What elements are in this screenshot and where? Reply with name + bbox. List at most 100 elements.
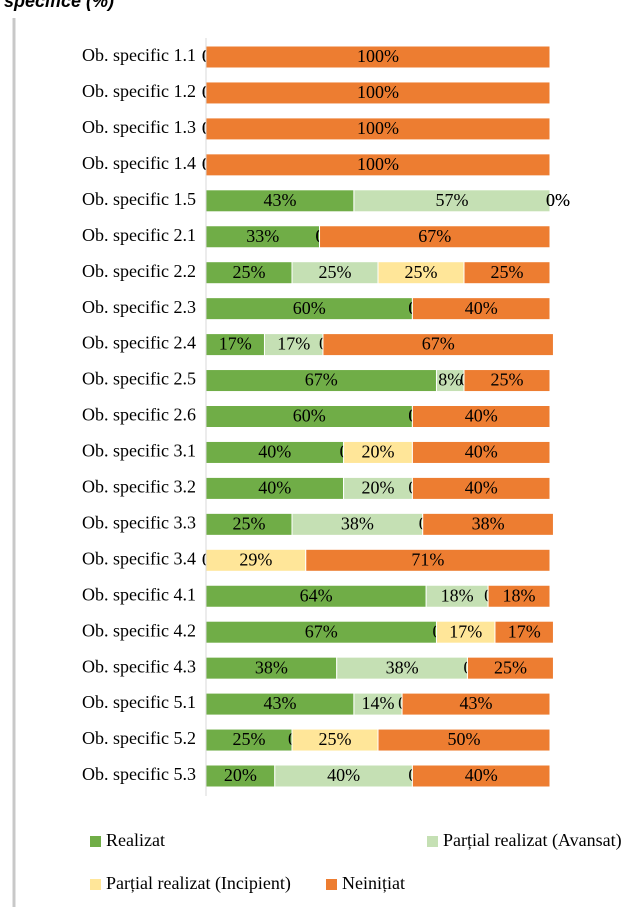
chart-title: specifice (%) <box>4 0 114 11</box>
data-label: 25% <box>233 513 266 533</box>
category-label: Ob. specific 4.3 <box>82 656 196 676</box>
category-label: Ob. specific 3.2 <box>82 477 196 497</box>
data-label: 17% <box>219 334 252 354</box>
data-label: 38% <box>472 513 505 533</box>
data-label: 40% <box>465 406 498 426</box>
bar-segment <box>463 261 551 285</box>
bar-segment <box>463 369 551 393</box>
category-label: Ob. specific 4.1 <box>82 584 196 604</box>
bar-segment <box>411 440 551 464</box>
category-label: Ob. specific 1.4 <box>82 153 196 173</box>
bar-segment <box>411 476 551 500</box>
data-label: 67% <box>305 621 338 641</box>
legend-swatch <box>90 879 101 890</box>
category-label: Ob. specific 2.1 <box>82 225 196 245</box>
bar-segment <box>319 225 551 249</box>
data-label: 60% <box>293 406 326 426</box>
data-label: 20% <box>362 442 395 462</box>
category-label: Ob. specific 3.4 <box>82 548 196 568</box>
category-label: Ob. specific 1.2 <box>82 81 196 101</box>
data-label: 100% <box>357 82 399 102</box>
legend-label: Neinițiat <box>342 873 405 893</box>
data-label: 67% <box>422 334 455 354</box>
bar-segment <box>411 297 551 321</box>
data-label: 8% <box>438 370 462 390</box>
legend-swatch <box>427 836 438 847</box>
data-label: 25% <box>405 262 438 282</box>
bar-segment <box>411 405 551 428</box>
data-label: 38% <box>341 513 374 533</box>
category-label: Ob. specific 2.6 <box>82 405 196 425</box>
data-label: 43% <box>263 190 296 210</box>
data-label: 17% <box>277 334 310 354</box>
category-label: Ob. specific 2.4 <box>82 333 196 353</box>
data-label: 43% <box>263 693 296 713</box>
bar-segment <box>494 620 554 644</box>
data-label: 40% <box>465 765 498 785</box>
data-label: 0% <box>546 190 570 210</box>
bar-segment <box>422 512 554 536</box>
data-label: 25% <box>491 262 524 282</box>
category-label: Ob. specific 5.1 <box>82 692 196 712</box>
data-label: 18% <box>441 585 474 605</box>
category-label: Ob. specific 5.2 <box>82 728 196 748</box>
bar-segment <box>487 584 551 608</box>
data-label: 25% <box>494 657 527 677</box>
data-label: 38% <box>255 657 288 677</box>
data-label: 100% <box>357 46 399 66</box>
category-label: Ob. specific 2.3 <box>82 297 196 317</box>
category-label: Ob. specific 1.5 <box>82 189 196 209</box>
data-label: 17% <box>508 621 541 641</box>
data-label: 33% <box>246 226 279 246</box>
data-label: 25% <box>233 262 266 282</box>
category-label: Ob. specific 1.1 <box>82 45 196 65</box>
legend-label: Parțial realizat (Incipient) <box>106 873 291 894</box>
category-label: Ob. specific 1.3 <box>82 117 196 137</box>
data-label: 100% <box>357 118 399 138</box>
data-label: 40% <box>465 442 498 462</box>
category-label: Ob. specific 4.2 <box>82 620 196 640</box>
data-label: 14% <box>362 693 395 713</box>
category-label: Ob. specific 2.5 <box>82 369 196 389</box>
data-label: 67% <box>305 370 338 390</box>
bar-segment <box>305 548 551 572</box>
data-label: 20% <box>224 765 257 785</box>
data-label: 40% <box>258 442 291 462</box>
bar-segment <box>322 333 554 357</box>
bar-segment <box>377 728 551 752</box>
data-label: 64% <box>300 585 333 605</box>
bar-segment <box>466 656 554 680</box>
data-label: 40% <box>258 478 291 498</box>
category-label: Ob. specific 5.3 <box>82 764 196 784</box>
category-label: Ob. specific 2.2 <box>82 261 196 281</box>
legend-swatch <box>326 879 337 890</box>
bar-segment <box>411 764 551 788</box>
category-label: Ob. specific 3.1 <box>82 441 196 461</box>
data-label: 71% <box>411 549 444 569</box>
data-label: 0% <box>546 190 570 210</box>
data-label: 50% <box>448 729 481 749</box>
data-label: 60% <box>293 298 326 318</box>
data-label: 29% <box>239 549 272 569</box>
category-label: Ob. specific 3.3 <box>82 512 196 532</box>
data-label: 40% <box>465 298 498 318</box>
legend-label: Realizat <box>106 830 165 850</box>
data-label: 40% <box>465 478 498 498</box>
data-label: 38% <box>386 657 419 677</box>
bar-segment <box>401 692 551 716</box>
data-label: 20% <box>362 478 395 498</box>
legend-label: Parțial realizat (Avansat) <box>443 830 622 851</box>
data-label: 18% <box>503 585 536 605</box>
data-label: 43% <box>460 693 493 713</box>
data-label: 67% <box>418 226 451 246</box>
data-label: 17% <box>449 621 482 641</box>
data-label: 57% <box>435 190 468 210</box>
data-label: 100% <box>357 154 399 174</box>
data-label: 25% <box>491 370 524 390</box>
data-label: 25% <box>233 729 266 749</box>
bar-segment <box>353 189 551 213</box>
data-label: 25% <box>319 262 352 282</box>
legend-swatch <box>90 836 101 847</box>
data-label: 25% <box>319 729 352 749</box>
